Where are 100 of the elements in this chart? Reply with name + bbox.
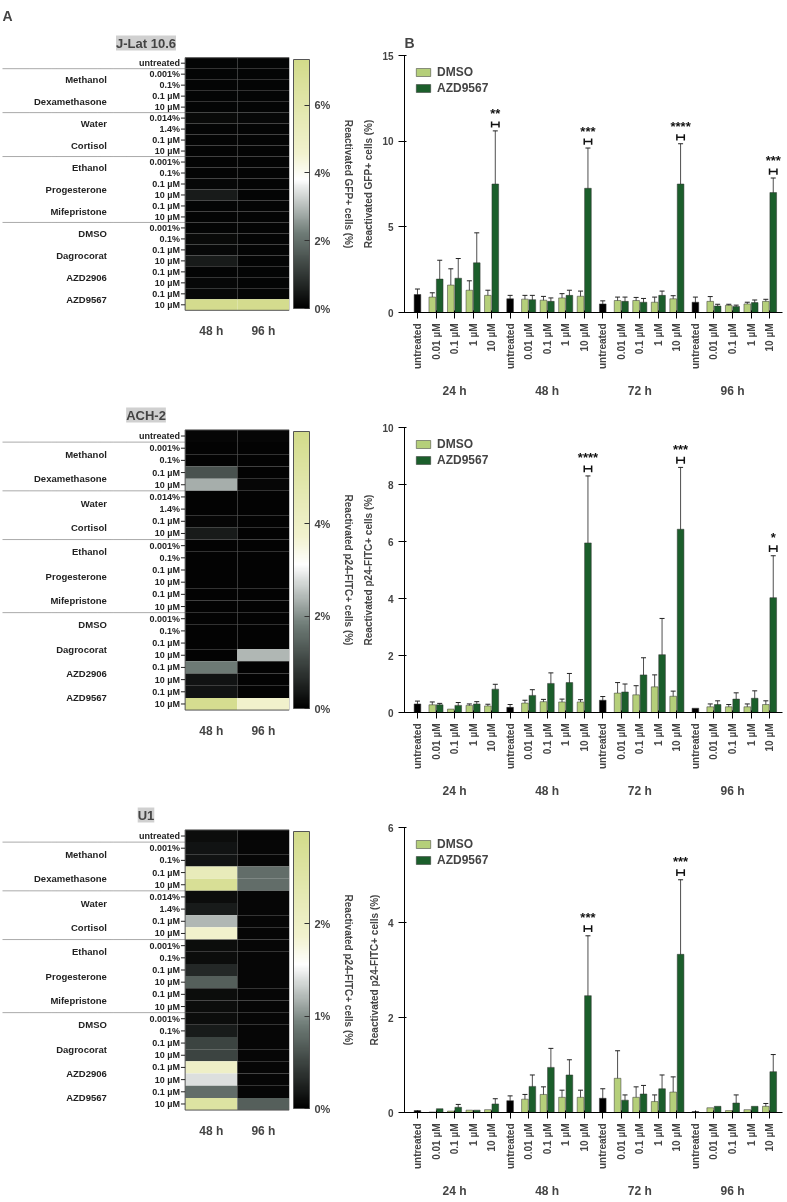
text: 72 h (627, 383, 652, 398)
text: Cortisol (70, 521, 107, 533)
y-tick-label: 0.1% (159, 233, 180, 244)
y-tick-label: 1.4% (159, 904, 180, 915)
y-tick-label: 10 µM (154, 977, 180, 988)
y-tick-label: 0.001% (149, 1013, 180, 1024)
legend-label: DMSO (437, 65, 473, 79)
legend-label: AZD9567 (437, 81, 489, 95)
x-tick-label: 1 µM (652, 1123, 664, 1146)
color-bar-title: Reactivated p24-FITC+ cells (%) (342, 494, 354, 646)
y-tick-label: 0.1 µM (152, 916, 180, 927)
x-tick-label: untreated (597, 1123, 609, 1170)
x-tick-label: 1 µM (467, 323, 479, 346)
y-tick-label: 0.014% (149, 491, 180, 502)
annotation: *** (673, 441, 690, 457)
x-tick-label: 96 h (251, 723, 276, 738)
text: Ethanol (72, 546, 107, 558)
y-tick-label: 0.1% (159, 952, 180, 963)
x-tick-label: 10 µM (764, 723, 776, 752)
y-tick-label: 0.1 µM (152, 91, 180, 102)
y-tick-label: 0.001% (149, 940, 180, 951)
color-bar-label: 1% (314, 1010, 331, 1023)
color-bar-title: Reactivated GFP+ cells (%) (342, 119, 354, 249)
y-tick-label: 1.4% (159, 124, 180, 135)
y-tick-label: 10 µM (154, 879, 180, 890)
y-tick-label: 10 (382, 422, 394, 434)
x-tick-label: 1 µM (560, 723, 572, 746)
x-tick-label: 0.01 µM (615, 723, 627, 760)
text: Dexamethasone (34, 873, 107, 885)
text: DMSO (78, 1019, 107, 1031)
y-tick-label: 10 µM (154, 1001, 180, 1012)
chart-title: U1 (137, 807, 155, 823)
y-tick-label: 0.1 µM (152, 965, 180, 975)
y-tick-label: 10 µM (154, 277, 180, 288)
text: Ethanol (72, 946, 107, 958)
x-tick-label: 1 µM (745, 723, 757, 746)
y-tick-label: 4 (387, 917, 394, 929)
y-tick-label: 0.001% (149, 222, 180, 233)
text: 48 h (535, 1183, 560, 1198)
color-bar-label: 2% (314, 234, 331, 247)
y-tick-label: 0.1% (159, 855, 180, 866)
text: Water (80, 897, 108, 909)
text: Progesterone (45, 970, 107, 982)
x-tick-label: 0.1 µM (449, 723, 461, 755)
y-tick-label: 10 µM (154, 601, 180, 612)
y-tick-label: 0.001% (149, 613, 180, 624)
y-tick-label: 10 µM (154, 674, 180, 685)
text: 96 h (720, 1183, 745, 1198)
color-bar-label: 6% (314, 99, 331, 112)
x-tick-label: 1 µM (745, 323, 757, 346)
x-tick-label: 0.1 µM (634, 1123, 646, 1155)
text: Dexamethasone (34, 96, 107, 108)
y-tick-label: 0.014% (149, 891, 180, 902)
y-tick-label: 10 µM (154, 577, 180, 588)
x-tick-label: 10 µM (486, 723, 498, 752)
x-tick-label: untreated (504, 323, 516, 370)
y-tick-label: untreated (138, 831, 180, 842)
y-tick-label: 0.1 µM (152, 179, 180, 189)
x-tick-label: 0.01 µM (430, 323, 442, 360)
x-tick-label: 0.1 µM (541, 323, 553, 355)
y-tick-label: 10 µM (154, 650, 180, 661)
y-tick-label: 2 (387, 650, 394, 662)
y-tick-label: untreated (138, 58, 180, 69)
legend-label: DMSO (437, 437, 473, 451)
text: Water (80, 118, 108, 130)
x-tick-label: 1 µM (560, 1123, 572, 1146)
chart-title: B (404, 34, 415, 51)
x-tick-label: 0.01 µM (615, 1123, 627, 1160)
x-tick-label: 0.1 µM (449, 1123, 461, 1155)
text: AZD2906 (66, 668, 107, 680)
legend-label: AZD9567 (437, 453, 489, 467)
x-tick-label: 10 µM (671, 723, 683, 752)
y-tick-label: 0 (387, 707, 394, 719)
x-tick-label: 0.1 µM (726, 323, 738, 355)
y-tick-label: 0.1 µM (152, 989, 180, 1000)
annotation: *** (580, 910, 597, 926)
y-tick-label: 0.1% (159, 80, 180, 91)
color-bar-label: 2% (314, 610, 331, 623)
x-tick-label: 10 µM (578, 723, 590, 752)
y-tick-label: 0.014% (149, 113, 180, 124)
x-tick-label: 0.1 µM (634, 323, 646, 355)
text: Methanol (65, 448, 107, 460)
x-tick-label: 0.01 µM (708, 323, 720, 360)
text: AZD9567 (66, 692, 107, 704)
text: 24 h (442, 783, 467, 798)
y-tick-label: 15 (382, 50, 394, 62)
x-tick-label: 10 µM (578, 1123, 590, 1152)
y-tick-label: 8 (387, 479, 394, 491)
y-axis-title: Reactivated p24-FITC+ cells (%) (363, 494, 375, 646)
x-tick-label: 0.1 µM (541, 723, 553, 755)
x-tick-label: 10 µM (671, 323, 683, 352)
y-tick-label: 0.1% (159, 552, 180, 563)
x-tick-label: 0.01 µM (430, 1123, 442, 1160)
x-tick-label: 10 µM (578, 323, 590, 352)
y-tick-label: 0.1 µM (152, 244, 180, 255)
x-tick-label: 1 µM (560, 323, 572, 346)
x-tick-label: 0.01 µM (708, 1123, 720, 1160)
x-tick-label: 0.01 µM (523, 1123, 535, 1160)
color-bar-label: 0% (314, 702, 331, 715)
y-tick-label: 0.1 µM (152, 1086, 180, 1097)
